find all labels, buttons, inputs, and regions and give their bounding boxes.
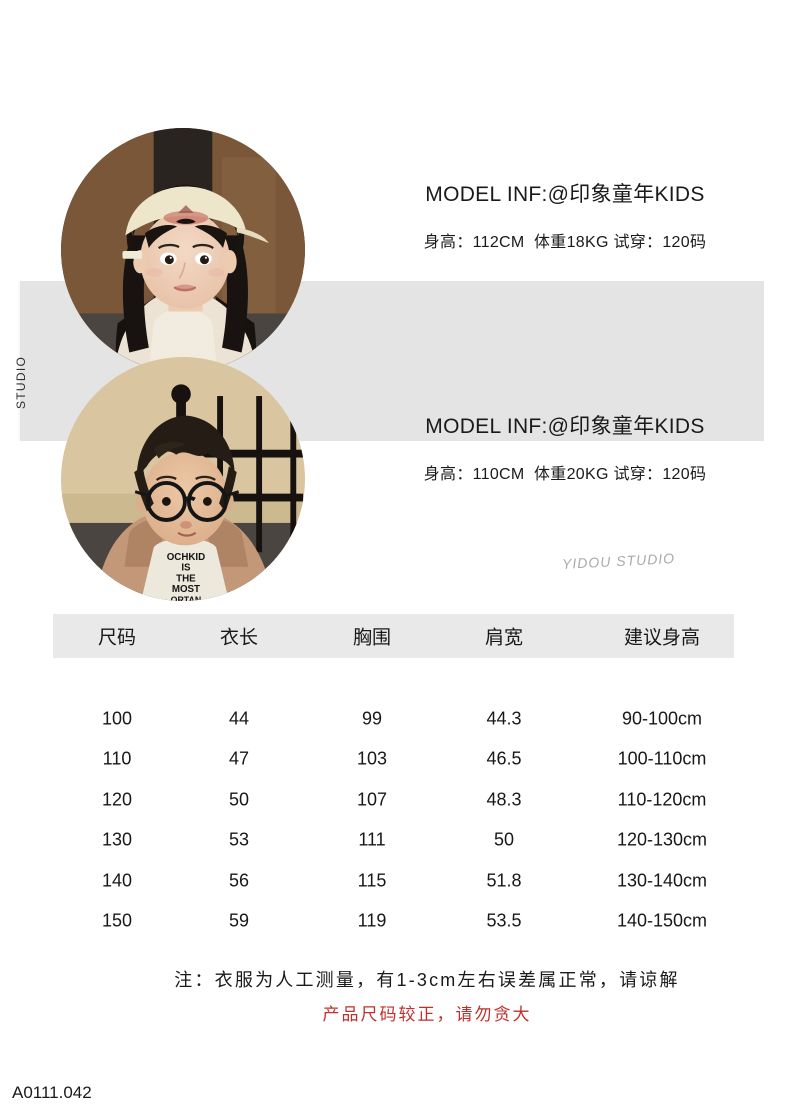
svg-text:MOST: MOST xyxy=(172,584,200,595)
svg-text:IS: IS xyxy=(181,563,191,574)
svg-text:OCHKID: OCHKID xyxy=(167,552,205,563)
svg-text:ORTAN: ORTAN xyxy=(171,595,202,601)
svg-text:THE: THE xyxy=(176,573,196,584)
